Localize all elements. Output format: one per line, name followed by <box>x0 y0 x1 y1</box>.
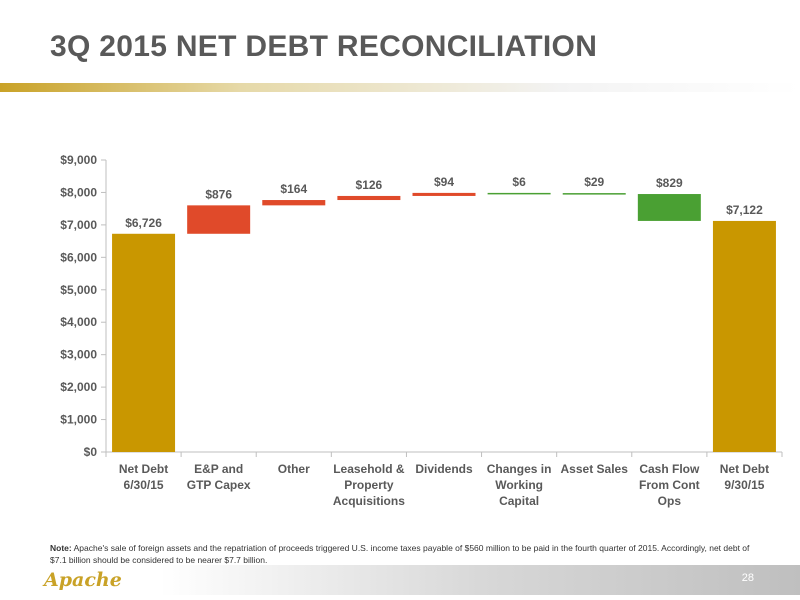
page-number: 28 <box>741 572 754 584</box>
x-tick-label: Capital <box>499 494 539 508</box>
x-tick-label: Ops <box>658 494 682 508</box>
apache-logo: Apache <box>44 569 122 591</box>
x-tick-label: GTP Capex <box>187 478 251 492</box>
y-tick-label: $7,000 <box>60 218 97 232</box>
footnote: Note: Apache's sale of foreign assets an… <box>50 542 750 566</box>
data-label: $164 <box>280 182 307 196</box>
y-tick-label: $0 <box>84 445 98 459</box>
x-tick-label: Changes in <box>487 462 552 476</box>
y-tick-label: $2,000 <box>60 380 97 394</box>
bar-increase <box>262 200 326 206</box>
x-tick-label: Other <box>278 462 310 476</box>
y-tick-label: $8,000 <box>60 185 97 199</box>
x-tick-label: From Cont <box>639 478 700 492</box>
x-tick-label: 6/30/15 <box>124 478 164 492</box>
x-tick-label: Asset Sales <box>561 462 629 476</box>
data-label: $829 <box>656 176 683 190</box>
bar-total <box>112 233 176 452</box>
bar-increase <box>187 205 251 234</box>
y-tick-label: $3,000 <box>60 348 97 362</box>
x-tick-label: Acquisitions <box>333 494 405 508</box>
data-label: $126 <box>356 178 383 192</box>
data-label: $7,122 <box>726 203 763 217</box>
footnote-label: Note: <box>50 543 72 553</box>
data-label: $876 <box>205 187 232 201</box>
waterfall-chart: $0 $1,000 $2,000 $3,000 $4,000 $5,000 $6,000 $7… <box>60 153 783 508</box>
footer-bar <box>0 565 800 595</box>
x-tick-label: Working <box>495 478 543 492</box>
footnote-text: Apache's sale of foreign assets and the … <box>50 543 750 565</box>
x-tick-label: Net Debt <box>119 462 168 476</box>
bar-decrease <box>562 193 626 195</box>
y-tick-label: $4,000 <box>60 315 97 329</box>
data-label: $94 <box>434 175 454 189</box>
x-tick-label: Leasehold & <box>333 462 405 476</box>
x-tick-label: Dividends <box>415 462 473 476</box>
y-tick-label: $1,000 <box>60 413 97 427</box>
x-tick-label: E&P and <box>194 462 243 476</box>
x-tick-label: 9/30/15 <box>724 478 764 492</box>
bar-increase <box>337 195 401 201</box>
title-underline-bar <box>0 83 800 92</box>
bar-decrease <box>487 192 551 195</box>
bar-decrease <box>637 194 701 221</box>
bar-total <box>712 220 776 452</box>
data-label: $6,726 <box>125 216 162 230</box>
data-label: $29 <box>584 175 604 189</box>
data-label: $6 <box>512 175 526 189</box>
page-title: 3Q 2015 NET DEBT RECONCILIATION <box>50 30 598 63</box>
x-tick-label: Net Debt <box>720 462 769 476</box>
y-tick-label: $6,000 <box>60 250 97 264</box>
y-tick-label: $9,000 <box>60 153 97 167</box>
bar-increase <box>412 192 476 196</box>
x-tick-label: Cash Flow <box>639 462 700 476</box>
x-tick-label: Property <box>344 478 394 492</box>
y-tick-label: $5,000 <box>60 283 97 297</box>
